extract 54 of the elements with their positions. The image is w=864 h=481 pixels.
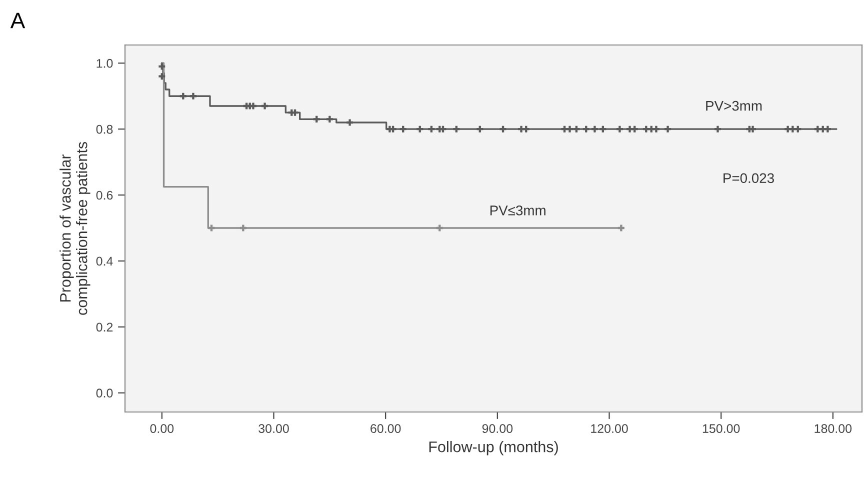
point <box>631 126 638 132</box>
x-tick-label: 30.00 <box>258 424 289 433</box>
y-tick-label: 0.4 <box>96 256 113 266</box>
series-label: PV≤3mm <box>490 206 546 216</box>
point <box>566 126 573 132</box>
point <box>453 126 460 132</box>
x-axis-title: Follow-up (months) <box>429 441 558 456</box>
point <box>616 126 623 132</box>
point <box>158 63 166 70</box>
x-tick-label: 180.00 <box>814 424 852 433</box>
point <box>428 126 435 132</box>
y-tick-label: 0.6 <box>96 190 113 200</box>
x-tick-label: 0.00 <box>150 424 174 433</box>
point <box>794 126 802 132</box>
point <box>180 92 186 100</box>
y-tick-label: 1.0 <box>96 58 113 68</box>
point <box>158 73 166 80</box>
y-tick-label: 0.2 <box>96 322 113 332</box>
point <box>436 224 443 232</box>
point <box>582 126 590 132</box>
point <box>440 126 446 132</box>
point <box>600 126 606 132</box>
point <box>208 224 215 232</box>
point <box>714 126 721 132</box>
point <box>346 119 354 126</box>
point <box>190 92 196 100</box>
x-tick-label: 120.00 <box>591 424 628 433</box>
series-label: PV>3mm <box>706 100 762 111</box>
point <box>416 126 424 132</box>
point <box>476 126 484 132</box>
y-axis-title: Proportion of vascular complication-free patients <box>60 142 90 315</box>
point <box>573 126 580 132</box>
chart-title: A <box>10 12 26 28</box>
point <box>240 224 246 232</box>
x-tick-label: 60.00 <box>370 424 401 433</box>
y-tick-label: 0.0 <box>96 388 113 398</box>
point <box>292 109 298 116</box>
point <box>326 116 333 122</box>
point <box>522 126 530 132</box>
x-tick-label: 150.00 <box>702 424 740 433</box>
point <box>500 126 506 132</box>
point <box>313 116 320 122</box>
point <box>262 102 268 110</box>
x-tick-label: 90.00 <box>482 424 513 433</box>
point <box>664 126 672 132</box>
point <box>750 126 756 132</box>
point <box>652 126 660 132</box>
y-tick-label: 0.8 <box>96 124 113 134</box>
point <box>824 126 831 132</box>
point <box>591 126 598 132</box>
point <box>618 224 624 232</box>
point <box>390 126 396 132</box>
point <box>400 126 406 132</box>
annotation: P=0.023 <box>724 173 774 184</box>
